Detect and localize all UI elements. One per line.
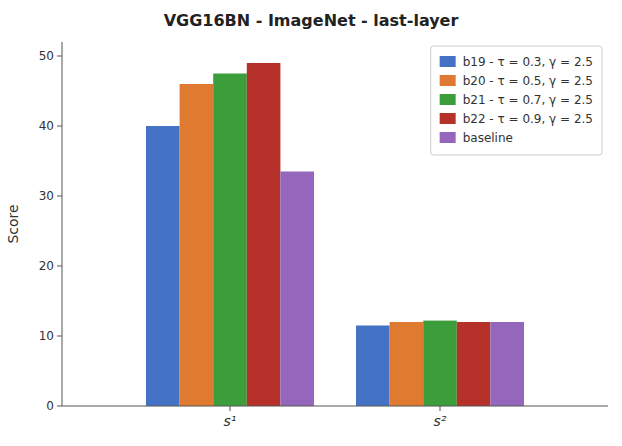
bar [180, 84, 214, 406]
y-tick [57, 126, 62, 127]
legend-label: b20 - τ = 0.5, γ = 2.5 [463, 74, 593, 88]
bar [213, 74, 247, 407]
bar [490, 322, 524, 406]
legend-swatch [440, 56, 456, 67]
legend-label: b22 - τ = 0.9, γ = 2.5 [463, 112, 593, 126]
y-tick [57, 406, 62, 407]
legend: b19 - τ = 0.3, γ = 2.5 b20 - τ = 0.5, γ =… [431, 46, 602, 155]
bar [280, 172, 314, 407]
x-tick-label: s² [434, 413, 447, 429]
y-axis-label: Score [5, 204, 21, 243]
bar [247, 63, 281, 406]
legend-swatch [440, 113, 456, 124]
y-tick-label: 50 [39, 49, 54, 63]
chart: VGG16BN - ImageNet - last-layer Score 0 10 2… [0, 0, 622, 446]
legend-box [431, 46, 602, 155]
legend-label: b21 - τ = 0.7, γ = 2.5 [463, 93, 593, 107]
legend-label: baseline [463, 131, 513, 145]
title: VGG16BN - ImageNet - last-layer [164, 11, 459, 30]
y-tick-label: 10 [39, 329, 54, 343]
x-tick-label: s¹ [224, 413, 237, 429]
legend-swatch [440, 75, 456, 86]
y-axis [62, 42, 63, 406]
legend-swatch [440, 132, 456, 143]
y-tick-label: 40 [39, 119, 54, 133]
y-tick [57, 56, 62, 57]
y-tick [57, 266, 62, 267]
bar [457, 322, 491, 406]
bar [423, 321, 457, 406]
bar [146, 126, 180, 406]
bar [390, 322, 424, 406]
y-tick [57, 336, 62, 337]
x-axis [62, 406, 608, 407]
x-tick [440, 406, 441, 411]
y-tick-label: 20 [39, 259, 54, 273]
legend-label: b19 - τ = 0.3, γ = 2.5 [463, 55, 593, 69]
y-tick-label: 30 [39, 189, 54, 203]
legend-swatch [440, 94, 456, 105]
y-tick-label: 0 [46, 399, 54, 413]
y-tick [57, 196, 62, 197]
x-tick [230, 406, 231, 411]
bar [356, 326, 390, 407]
